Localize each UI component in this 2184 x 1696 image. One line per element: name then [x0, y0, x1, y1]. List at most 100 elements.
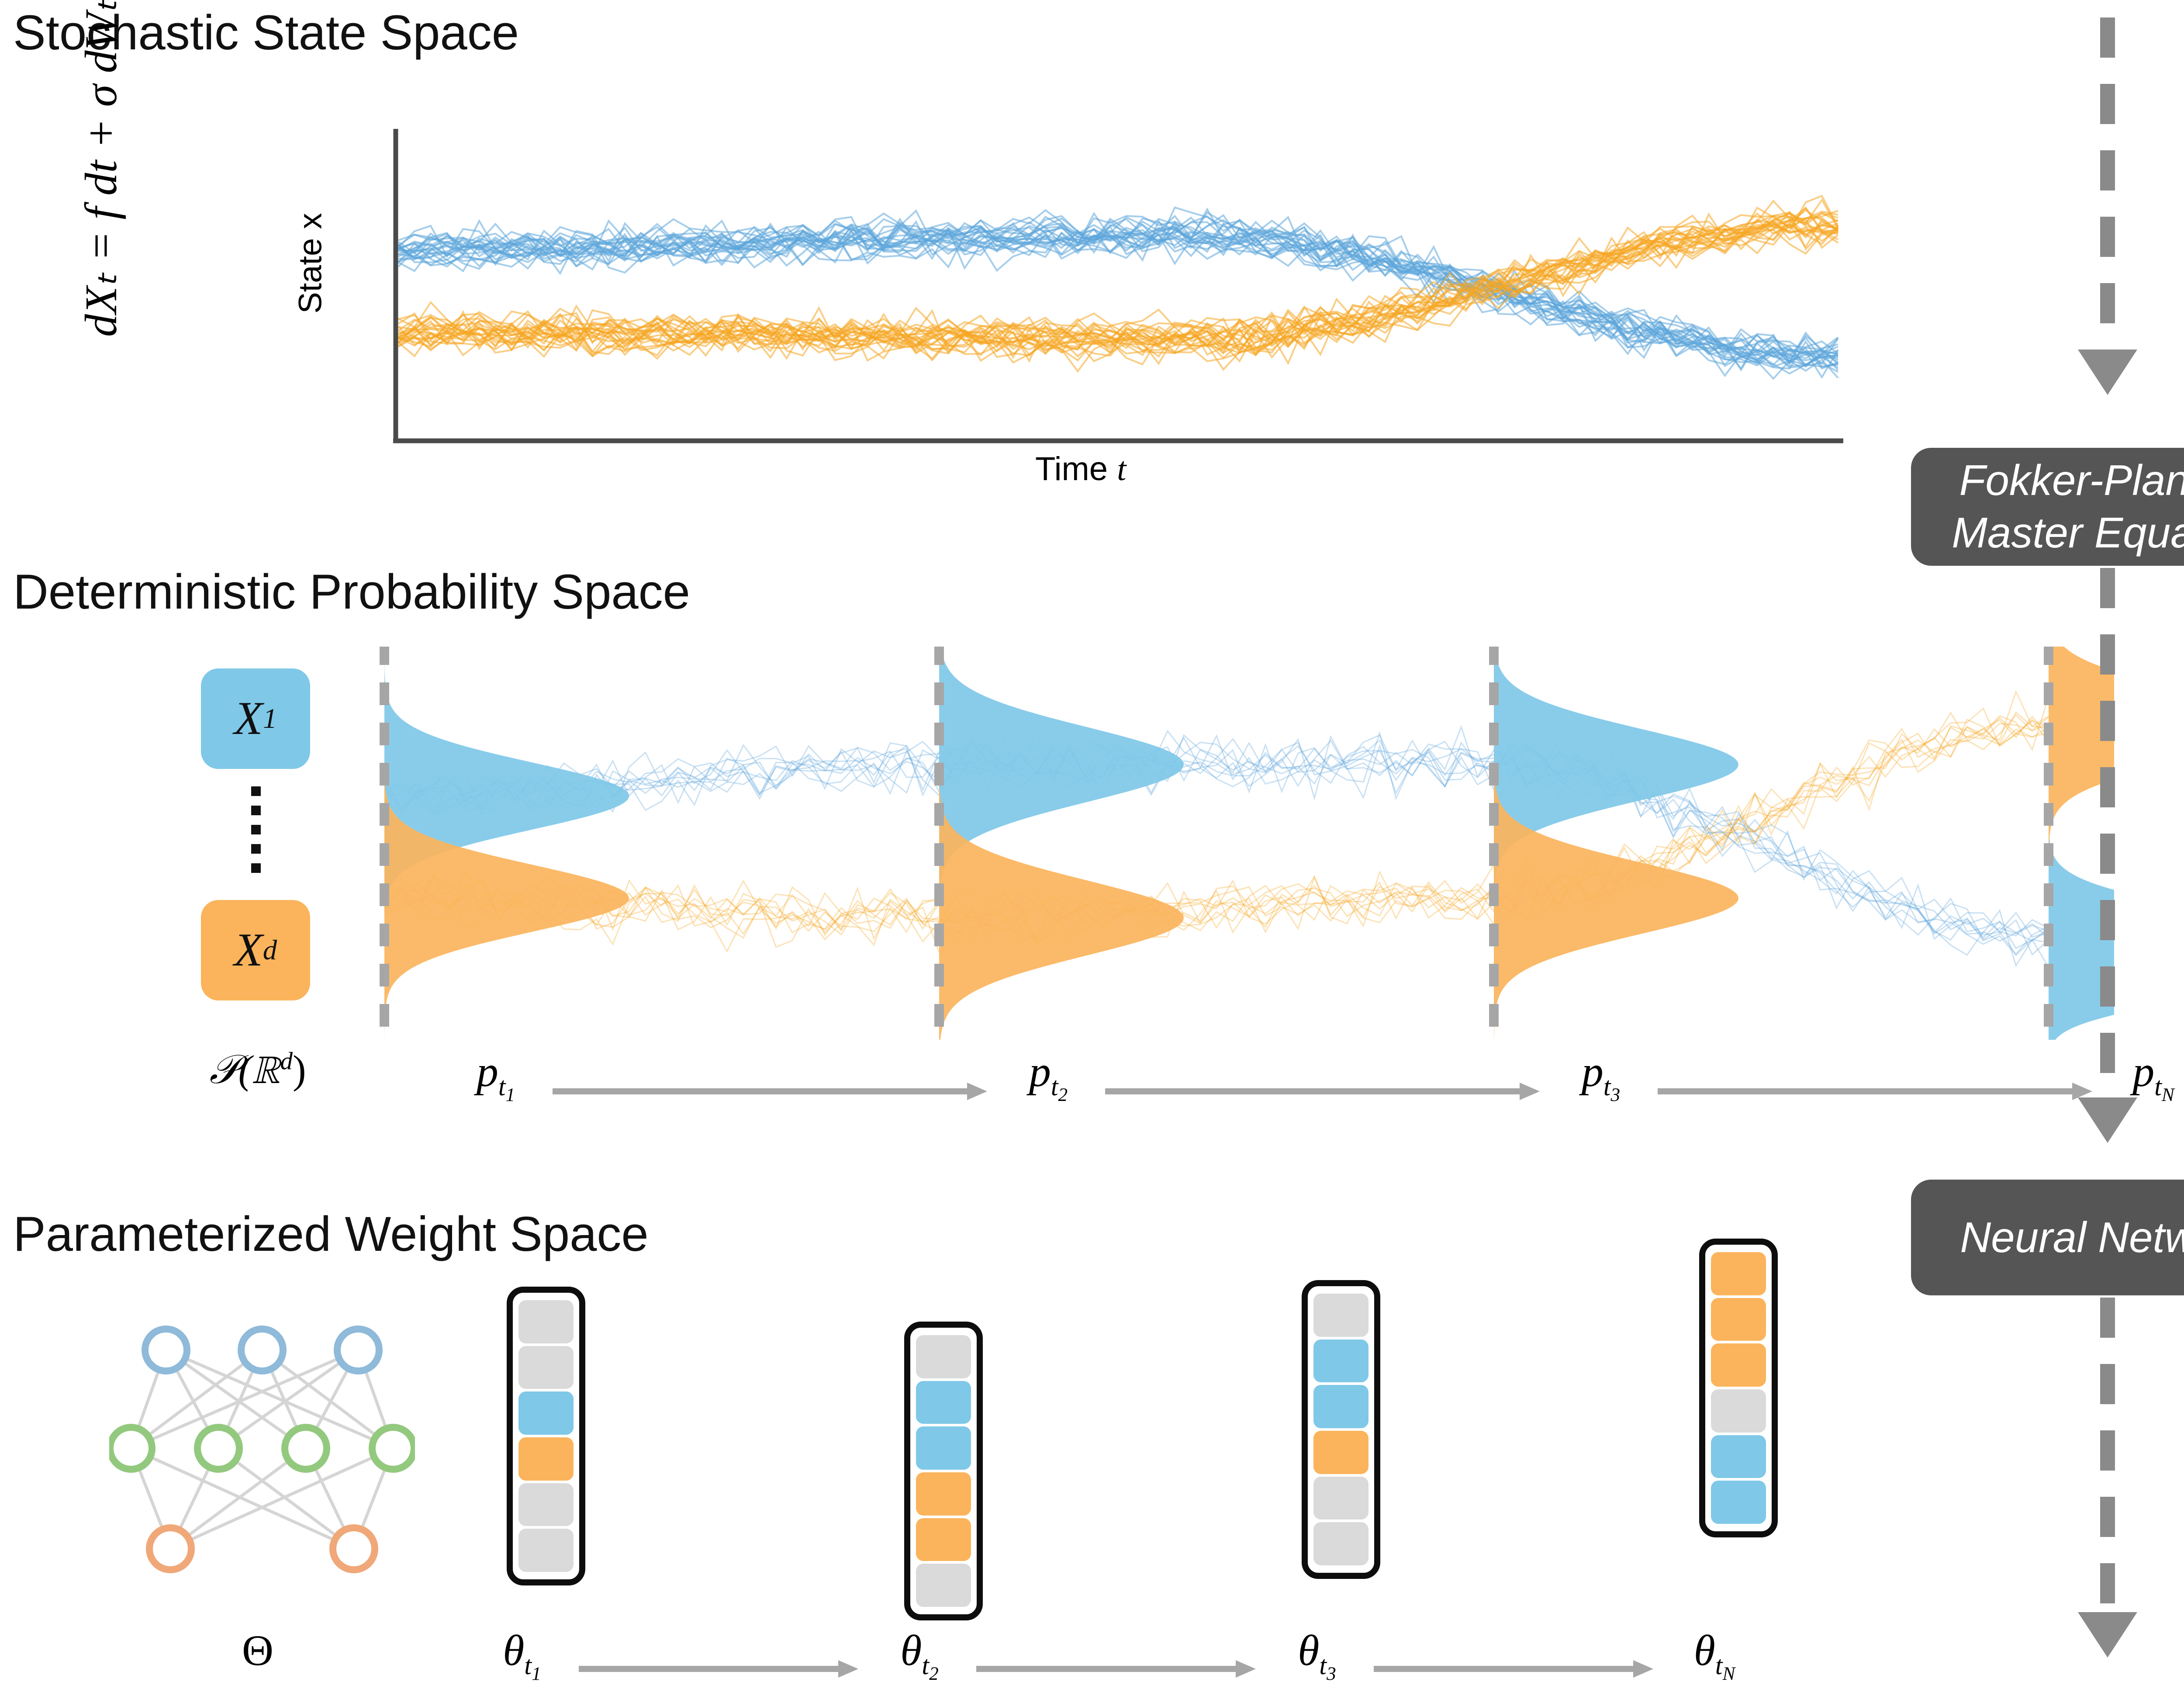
trajectory-path: [397, 206, 1839, 363]
density-shape: [1494, 647, 1738, 1040]
theta-time: t1: [524, 1651, 541, 1684]
density-shape: [384, 647, 629, 1040]
probability-step-label-N: ptN: [2105, 1046, 2184, 1106]
probability-step-label-1: pt1: [448, 1046, 544, 1106]
network-edge: [169, 1447, 394, 1551]
fokker-planck-line1: Fokker-Planck /: [1959, 456, 2184, 505]
probability-space-sup: d: [280, 1047, 293, 1075]
weight-cell-orange: [1313, 1431, 1368, 1474]
weight-cell-orange: [1711, 1252, 1766, 1295]
weight-cell-blue: [518, 1391, 574, 1435]
probability-space-label: 𝒫(ℝd): [183, 1046, 332, 1094]
section-title-weights: Parameterized Weight Space: [13, 1207, 649, 1261]
weight-cell-orange: [1711, 1343, 1766, 1387]
theta-index: N: [1722, 1664, 1735, 1684]
network-node-input-layer: [334, 1326, 383, 1374]
distribution-snapshots: [380, 647, 2114, 1040]
weight-step-label-weight-vector-tN: θtN: [1666, 1625, 1762, 1685]
step-time: t1: [498, 1072, 515, 1105]
weight-vector-t3[interactable]: [1302, 1280, 1380, 1579]
network-edge: [130, 1349, 263, 1450]
probability-step-label-2: pt2: [1000, 1046, 1096, 1106]
theta-time: tN: [1715, 1651, 1735, 1684]
network-node-hidden-layer: [109, 1424, 156, 1473]
step-symbol: p: [1581, 1047, 1603, 1096]
neural-network-line1: Neural Network: [1960, 1213, 2184, 1261]
theta-space-label: Θ: [242, 1626, 274, 1675]
step-time: t2: [1051, 1072, 1068, 1105]
weight-cell-blue: [1711, 1481, 1766, 1524]
weight-flow-arrow-2: [976, 1660, 1256, 1678]
neural-network-box[interactable]: Neural Network: [1911, 1180, 2184, 1295]
theta-index: 1: [532, 1664, 541, 1684]
sde-equation: dXₜ = f dt + σ dWₜ: [76, 0, 126, 337]
weight-vector-tN[interactable]: [1699, 1239, 1778, 1537]
flow-dash-line-middle: [2100, 568, 2115, 1112]
weight-cell-gray: [1313, 1476, 1368, 1520]
weight-cell-orange: [1711, 1298, 1766, 1341]
step-index: 2: [1058, 1085, 1068, 1105]
network-edge: [169, 1447, 307, 1550]
network-edge: [165, 1348, 394, 1450]
network-node-input-layer: [238, 1326, 287, 1374]
weight-step-label-weight-vector-t2: θt2: [871, 1625, 968, 1685]
network-edge: [261, 1349, 394, 1450]
network-edge: [217, 1349, 359, 1450]
network-edge: [130, 1348, 359, 1450]
step-symbol: p: [476, 1047, 498, 1096]
weight-cell-gray: [916, 1335, 971, 1378]
state-box-xd-sub: d: [263, 934, 277, 966]
weight-cell-orange: [518, 1437, 574, 1481]
probability-flow-arrow-3: [1658, 1083, 2092, 1100]
trajectory-plot: [393, 129, 1843, 443]
flow-arrowhead-bottom: [2078, 1612, 2137, 1658]
network-edge: [217, 1447, 355, 1550]
probability-space-main: 𝒫(ℝ: [209, 1047, 280, 1092]
weight-cell-gray: [916, 1564, 971, 1607]
trajectory-path: [397, 223, 1839, 371]
probability-flow-arrow-2: [1105, 1083, 1540, 1100]
trajectory-path: [398, 218, 1838, 361]
network-node-output-layer: [146, 1524, 195, 1573]
trajectory-path: [397, 227, 1839, 377]
theta-symbol: θ: [1693, 1626, 1715, 1675]
weight-cell-gray: [518, 1300, 574, 1343]
network-edge: [165, 1349, 307, 1450]
weight-vector-t2[interactable]: [904, 1322, 983, 1620]
weight-cell-blue: [1711, 1435, 1766, 1478]
weight-vector-t1[interactable]: [507, 1287, 585, 1585]
probability-space-close: ): [293, 1047, 306, 1092]
weight-flow-arrow-3: [1374, 1660, 1653, 1678]
fokker-planck-box[interactable]: Fokker-Planck / Master Equation: [1911, 448, 2184, 566]
density-shape: [939, 647, 1184, 1040]
trajectory-path: [397, 209, 1839, 356]
flow-arrowhead-middle: [2078, 1097, 2137, 1143]
theta-time: t3: [1319, 1651, 1336, 1684]
density-shape: [939, 647, 1184, 1040]
y-axis-label-state: State x: [292, 213, 328, 314]
state-box-x1-label: X: [234, 692, 263, 744]
network-node-input-layer: [142, 1326, 190, 1374]
flow-arrowhead-top: [2078, 350, 2137, 395]
weight-flow-arrow-1: [579, 1660, 858, 1678]
step-symbol: p: [1029, 1047, 1051, 1096]
step-symbol: p: [2132, 1047, 2155, 1096]
density-shape: [1494, 647, 1738, 1040]
vertical-ellipsis-icon: [251, 786, 261, 883]
theta-index: 2: [929, 1664, 939, 1684]
state-box-xd-label: X: [234, 924, 263, 976]
trajectory-path: [398, 220, 1838, 366]
trajectory-path: [397, 228, 1838, 375]
weight-cell-gray: [518, 1529, 574, 1572]
step-time: tN: [2154, 1072, 2174, 1105]
weight-cell-orange: [916, 1472, 971, 1516]
trajectory-path: [397, 223, 1838, 358]
section-title-probability: Deterministic Probability Space: [13, 564, 690, 619]
network-node-hidden-layer: [194, 1424, 243, 1473]
neural-network-diagram: [109, 1326, 415, 1573]
weight-cell-blue: [916, 1381, 971, 1424]
weight-cell-blue: [916, 1426, 971, 1470]
network-node-hidden-layer: [281, 1424, 330, 1473]
